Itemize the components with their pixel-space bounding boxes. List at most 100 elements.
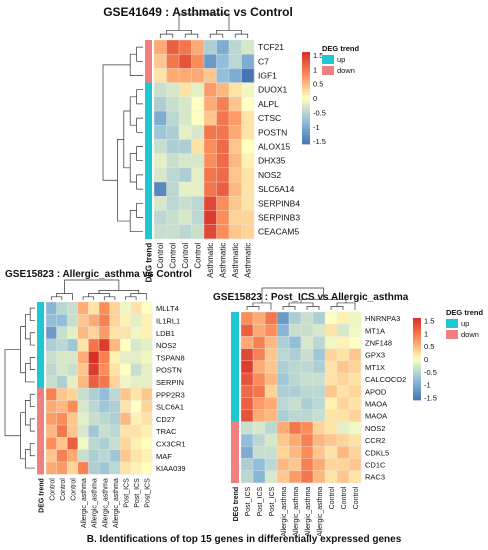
column-label: Allergic_asthma bbox=[92, 478, 99, 528]
heatmap-cell bbox=[46, 302, 57, 315]
deg-trend-annotation-cell bbox=[37, 388, 44, 401]
color-scale-segment bbox=[302, 76, 310, 80]
heatmap-cell bbox=[277, 312, 290, 325]
deg-trend-annotation-cell bbox=[145, 153, 152, 169]
heatmap-cell bbox=[67, 363, 79, 377]
heatmap-cell bbox=[204, 54, 217, 69]
col-dendrogram-branch bbox=[64, 279, 120, 294]
heatmap-cell bbox=[241, 336, 254, 349]
heatmap-cell bbox=[349, 434, 362, 447]
color-scale-segment bbox=[413, 394, 421, 398]
heatmap-cell bbox=[349, 385, 362, 398]
deg-trend-annotation-cell bbox=[145, 196, 152, 211]
heatmap-cell bbox=[216, 82, 230, 98]
heatmap-cell bbox=[56, 388, 68, 401]
row-label: NOS2 bbox=[156, 341, 176, 350]
color-scale-segment bbox=[413, 375, 421, 379]
heatmap-cell bbox=[313, 434, 326, 447]
heatmap-cell bbox=[109, 412, 121, 426]
heatmap-cell bbox=[204, 40, 217, 55]
heatmap-cell bbox=[141, 351, 153, 364]
heatmap-cell bbox=[313, 397, 326, 410]
heatmap-cell bbox=[277, 458, 290, 471]
heatmap-cell bbox=[289, 458, 302, 471]
col-dendrogram-branch bbox=[306, 306, 320, 310]
heatmap-cell bbox=[120, 375, 132, 389]
deg-trend-annotation-cell bbox=[145, 54, 152, 69]
heatmap-cell bbox=[191, 210, 205, 225]
row-label: HNRNPA3 bbox=[365, 314, 400, 323]
column-label: Post_ICS bbox=[124, 478, 131, 508]
heatmap-cell bbox=[289, 446, 302, 459]
heatmap-cell bbox=[166, 182, 180, 197]
heatmap-cell bbox=[301, 360, 314, 374]
heatmap-cell bbox=[154, 40, 167, 55]
heatmap-cell bbox=[109, 314, 121, 327]
heatmap-cell bbox=[265, 409, 278, 423]
figure-caption: B. Identifications of top 15 genes in di… bbox=[87, 534, 402, 545]
heatmap-cell bbox=[253, 324, 266, 337]
heatmap-cell bbox=[130, 302, 142, 315]
color-scale-segment bbox=[413, 339, 421, 343]
col-dendrogram-branch bbox=[125, 296, 137, 300]
color-scale-segment bbox=[302, 125, 310, 130]
heatmap-cell bbox=[67, 412, 79, 426]
col-dendrogram-branch bbox=[246, 306, 260, 310]
heatmap-cell bbox=[216, 182, 230, 197]
heatmap-cell bbox=[337, 409, 350, 423]
heatmap-cell bbox=[109, 437, 121, 450]
heatmap-cell bbox=[325, 373, 338, 386]
heatmap-cell bbox=[120, 437, 132, 450]
deg-trend-annotation-cell bbox=[37, 302, 44, 315]
column-label: Control bbox=[194, 243, 203, 269]
heatmap-cell bbox=[77, 425, 89, 438]
deg-trend-annotation-cell bbox=[37, 375, 44, 389]
row-label: TSPAN8 bbox=[156, 353, 185, 362]
heatmap-cell bbox=[265, 360, 278, 374]
row-dendrogram-branch bbox=[29, 332, 35, 346]
deg-trend-annotation-cell bbox=[231, 446, 239, 459]
heatmap-cell bbox=[166, 224, 180, 240]
column-label: Post_ICS bbox=[134, 478, 141, 508]
heatmap-cell bbox=[77, 363, 89, 377]
color-scale-tick-label: 1.5 bbox=[313, 51, 323, 60]
deg-trend-annotation-cell bbox=[145, 210, 152, 225]
heatmap-cell bbox=[179, 111, 192, 126]
heatmap-cell bbox=[337, 446, 350, 459]
heatmap-cell bbox=[204, 182, 217, 197]
row-dendrogram-branch bbox=[136, 46, 143, 62]
heatmap-cell bbox=[241, 82, 255, 98]
heatmap-cell bbox=[77, 302, 89, 315]
heatmap-cell bbox=[88, 388, 100, 401]
heatmap-cell bbox=[241, 385, 254, 398]
deg-trend-annotation-cell bbox=[145, 167, 152, 183]
heatmap-cell bbox=[67, 338, 79, 352]
heatmap-cell bbox=[109, 375, 121, 389]
heatmap-cell bbox=[325, 458, 338, 471]
heatmap-cell bbox=[46, 437, 57, 450]
color-scale-segment bbox=[302, 79, 310, 84]
heatmap-title: GSE15823 : Allergic_asthma vs Control bbox=[5, 269, 192, 280]
heatmap-cell bbox=[88, 363, 100, 377]
heatmap-cell bbox=[67, 351, 79, 364]
heatmap-cell bbox=[241, 348, 254, 362]
legend-swatch bbox=[322, 66, 334, 75]
color-scale-tick-label: 0.5 bbox=[313, 80, 323, 89]
row-label: TRAC bbox=[156, 427, 177, 436]
heatmap-cell bbox=[88, 375, 100, 389]
heatmap-cell bbox=[216, 167, 230, 183]
heatmap-cell bbox=[77, 375, 89, 389]
heatmap-cell bbox=[301, 446, 314, 459]
heatmap-cell bbox=[337, 312, 350, 325]
heatmap-cell bbox=[277, 409, 290, 423]
heatmap-cell bbox=[349, 324, 362, 337]
heatmap-cell bbox=[99, 338, 110, 352]
legend-label: up bbox=[337, 55, 345, 64]
color-scale-segment bbox=[413, 356, 421, 360]
heatmap-cell bbox=[265, 324, 278, 337]
heatmap-cell bbox=[253, 312, 266, 325]
color-scale-segment bbox=[413, 345, 421, 349]
deg-trend-annotation-cell bbox=[37, 363, 44, 377]
heatmap-cell bbox=[130, 449, 142, 463]
heatmap-cell bbox=[313, 336, 326, 349]
